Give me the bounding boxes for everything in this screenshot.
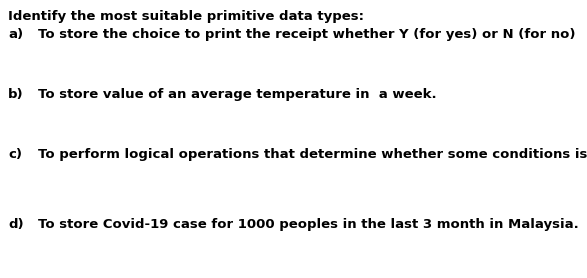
Text: a): a) bbox=[8, 28, 23, 41]
Text: c): c) bbox=[8, 148, 22, 161]
Text: b): b) bbox=[8, 88, 23, 101]
Text: To store value of an average temperature in  a week.: To store value of an average temperature… bbox=[38, 88, 437, 101]
Text: To perform logical operations that determine whether some conditions is false.: To perform logical operations that deter… bbox=[38, 148, 587, 161]
Text: To store the choice to print the receipt whether Y (for yes) or N (for no): To store the choice to print the receipt… bbox=[38, 28, 575, 41]
Text: d): d) bbox=[8, 218, 23, 231]
Text: To store Covid-19 case for 1000 peoples in the last 3 month in Malaysia.: To store Covid-19 case for 1000 peoples … bbox=[38, 218, 579, 231]
Text: Identify the most suitable primitive data types:: Identify the most suitable primitive dat… bbox=[8, 10, 364, 23]
